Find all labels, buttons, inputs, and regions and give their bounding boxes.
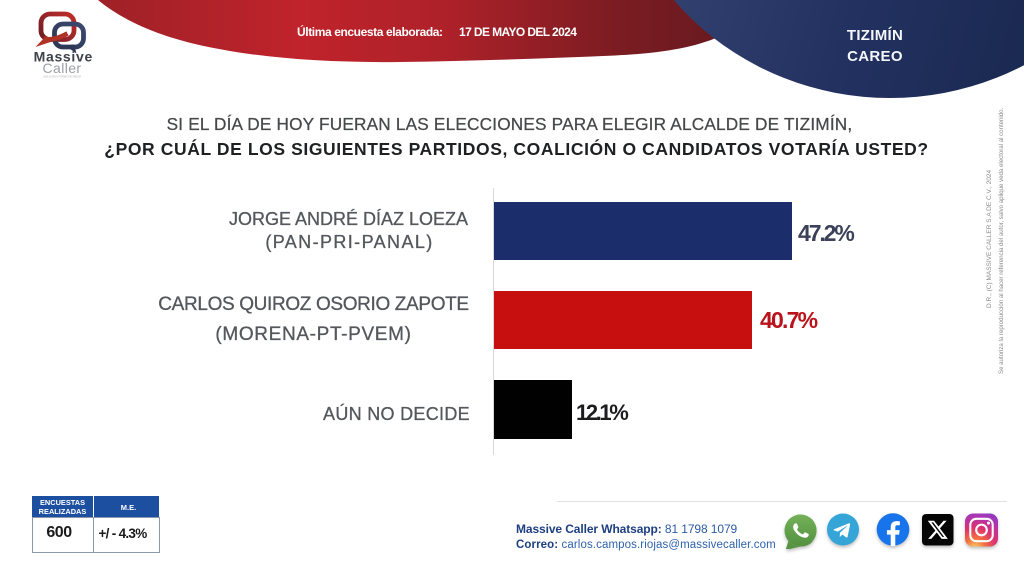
- svg-text:UNA NUEVA FORMA DE MEDIR: UNA NUEVA FORMA DE MEDIR: [43, 75, 81, 79]
- svg-text:Massive: Massive: [34, 49, 93, 65]
- svg-text:Caller: Caller: [43, 60, 82, 76]
